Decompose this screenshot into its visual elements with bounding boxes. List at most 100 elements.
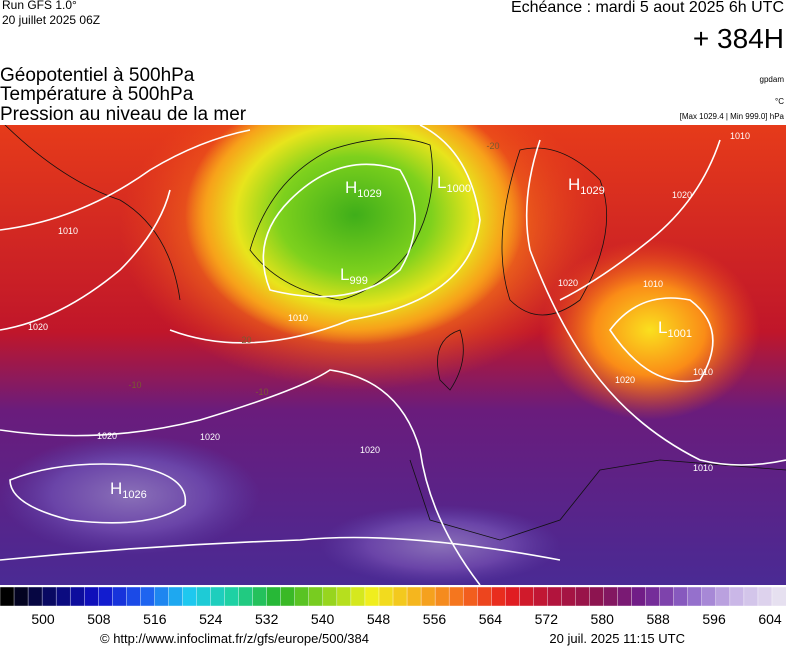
isobar-label: 1020 [28, 322, 48, 332]
colorbar-swatch [182, 586, 197, 607]
colorbar-swatch [168, 586, 183, 607]
colorbar-swatch [378, 586, 394, 607]
colorbar-swatch [336, 586, 352, 607]
center-value: 999 [349, 275, 367, 287]
unit-pressure: [Max 1029.4 | Min 999.0] hPa [680, 112, 785, 121]
colorbar-tick-label: 500 [31, 611, 55, 627]
colorbar-swatch [224, 586, 240, 607]
center-letter: H [345, 178, 357, 197]
center-letter: L [658, 318, 667, 337]
colorbar-tick-label: 572 [535, 611, 559, 627]
footer-url: © http://www.infoclimat.fr/z/gfs/europe/… [100, 631, 369, 646]
isobar-label: 1020 [558, 278, 578, 288]
pressure-center: H1029 [568, 175, 605, 197]
colorbar-tick-label: 556 [423, 611, 447, 627]
unit-temperature: °C [775, 97, 784, 106]
colorbar-swatch [406, 586, 422, 607]
isobar-label: 1020 [360, 445, 380, 455]
unit-geopotential: gpdam [760, 75, 785, 84]
isobar-label: 1020 [200, 432, 220, 442]
center-value: 1029 [357, 188, 381, 200]
colorbar-tick-label: 548 [367, 611, 391, 627]
colorbar-swatch [631, 586, 647, 607]
center-letter: H [110, 479, 122, 498]
colorbar-swatch [280, 586, 296, 607]
colorbar-swatch [0, 586, 15, 607]
colorbar-swatch [27, 586, 43, 607]
isobar-label: 1010 [730, 131, 750, 141]
isobar-label: 1010 [288, 313, 308, 323]
temperature-label: -10 [128, 380, 141, 390]
temperature-label: -20 [486, 141, 499, 151]
pressure-center: L1000 [437, 173, 471, 195]
colorbar-swatch [673, 586, 689, 607]
warm-zone [540, 240, 760, 420]
title-line: Pression au niveau de la mer [0, 104, 247, 125]
title-line: Géopotentiel à 500hPa [0, 65, 195, 86]
colorbar-swatch [645, 586, 661, 607]
isobar [9, 463, 187, 524]
isobar [169, 125, 481, 344]
center-letter: H [568, 175, 580, 194]
center-value: 1001 [667, 328, 691, 340]
isobar-label: 1020 [97, 431, 117, 441]
colorbar-tick-label: 508 [87, 611, 111, 627]
colorbar-swatch [126, 586, 141, 607]
isobar-label: 1010 [643, 279, 663, 289]
center-value: 1029 [580, 185, 604, 197]
run-date: 20 juillet 2025 06Z [2, 13, 100, 27]
center-value: 1026 [122, 489, 146, 501]
colorbar-swatch [420, 586, 436, 607]
map [0, 125, 786, 585]
colorbar-swatch [41, 586, 57, 607]
colorbar-tick-label: 524 [199, 611, 223, 627]
colorbar-swatch [617, 586, 633, 607]
colorbar-swatch [533, 586, 548, 607]
colorbar-swatch [294, 586, 310, 607]
colorbar-tick-label: 540 [311, 611, 335, 627]
isobar [0, 536, 561, 561]
lead-time: + 384H [693, 23, 784, 54]
colorbar-swatch [505, 586, 520, 607]
colorbar-swatch [462, 586, 478, 607]
colorbar-swatch [55, 586, 71, 607]
isobar-label: 1010 [693, 367, 713, 377]
colorbar-swatch [771, 586, 786, 607]
colorbar-swatch [729, 586, 745, 607]
colorbar-tick-label: 516 [143, 611, 167, 627]
isobar [609, 297, 714, 383]
colorbar-swatch [701, 586, 717, 607]
colorbar-tick-label: 580 [591, 611, 615, 627]
colorbar-tick-label: 604 [758, 611, 782, 627]
isobar-label: 1010 [693, 463, 713, 473]
colorbar-swatch [154, 586, 169, 607]
colorbar-swatch [491, 586, 506, 607]
colorbar-tick-label: 532 [255, 611, 279, 627]
colorbar-swatch [112, 586, 127, 607]
colorbar-swatch [252, 586, 268, 607]
colorbar-swatch [757, 586, 773, 607]
colorbar-swatch [575, 586, 591, 607]
pressure-center: H1029 [345, 178, 382, 200]
colorbar-swatch [687, 586, 703, 607]
colorbar-swatch [434, 586, 450, 607]
isobar-label: 1020 [672, 190, 692, 200]
colorbar-swatch [84, 586, 99, 607]
isobar [0, 369, 481, 585]
isobar-label: 1020 [615, 375, 635, 385]
colorbar-swatch [547, 586, 562, 607]
colorbar-swatch [238, 586, 254, 607]
colorbar-swatch [519, 586, 534, 607]
temperature-label: -20 [238, 335, 251, 345]
pressure-center: H1026 [110, 479, 147, 501]
colorbar-swatch [448, 586, 464, 607]
colorbar-swatch [266, 586, 282, 607]
footer-timestamp: 20 juil. 2025 11:15 UTC [549, 631, 685, 646]
colorbar-swatch [98, 586, 113, 607]
isobar [0, 189, 171, 331]
colorbar-swatch [13, 586, 29, 607]
isobar-label: 1010 [58, 226, 78, 236]
colorbar: 500 508 516 524 532 540 548 556 564 572 580 588 596 6… [0, 586, 786, 627]
center-letter: L [340, 265, 349, 284]
